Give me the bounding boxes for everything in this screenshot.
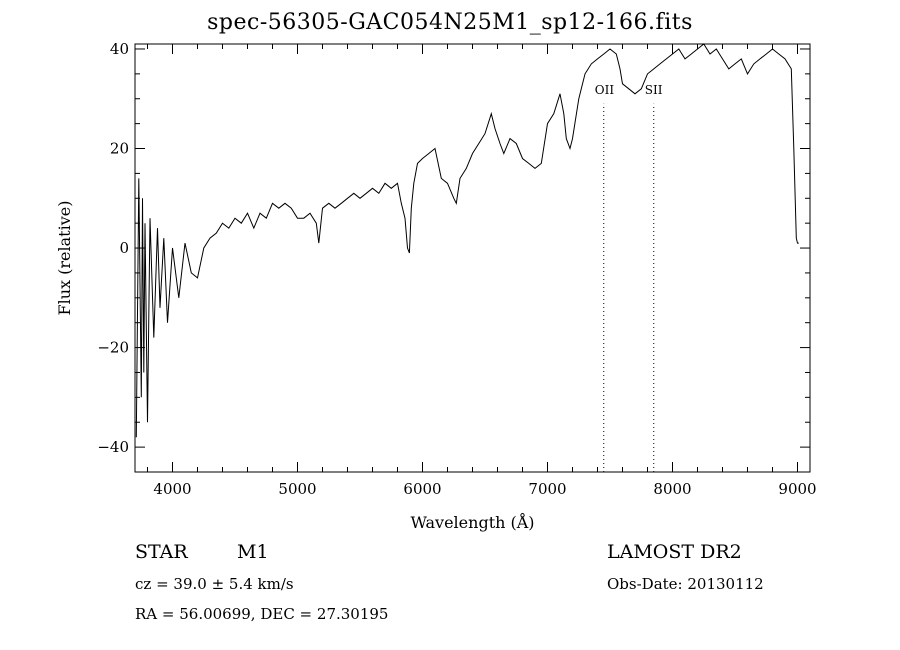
x-tick-label: 6000 bbox=[403, 480, 441, 498]
line-marker-label: OII bbox=[595, 83, 615, 97]
object-class: STAR bbox=[135, 541, 188, 563]
spectrum-line bbox=[135, 43, 799, 438]
plot-frame bbox=[134, 43, 811, 473]
coordinates: RA = 56.00699, DEC = 27.30195 bbox=[135, 605, 389, 623]
y-tick-label: −40 bbox=[97, 438, 129, 456]
chart-title: spec-56305-GAC054N25M1_sp12-166.fits bbox=[207, 10, 693, 35]
x-tick-label: 5000 bbox=[278, 480, 316, 498]
y-tick-label: 20 bbox=[110, 140, 129, 158]
line-marker-label: SII bbox=[645, 83, 663, 97]
y-tick-label: 40 bbox=[110, 40, 129, 58]
object-subclass: M1 bbox=[237, 541, 269, 563]
x-tick-label: 7000 bbox=[528, 480, 566, 498]
x-tick-label: 9000 bbox=[778, 480, 816, 498]
y-axis-label: Flux (relative) bbox=[55, 201, 74, 316]
x-tick-label: 8000 bbox=[653, 480, 691, 498]
y-tick-label: 0 bbox=[119, 239, 129, 257]
y-tick-label: −20 bbox=[97, 339, 129, 357]
survey-name: LAMOST DR2 bbox=[607, 541, 742, 563]
x-axis-label: Wavelength (Å) bbox=[410, 512, 534, 532]
redshift-cz: cz = 39.0 ± 5.4 km/s bbox=[135, 575, 294, 593]
x-tick-label: 4000 bbox=[153, 480, 191, 498]
observation-date: Obs-Date: 20130112 bbox=[607, 575, 764, 593]
